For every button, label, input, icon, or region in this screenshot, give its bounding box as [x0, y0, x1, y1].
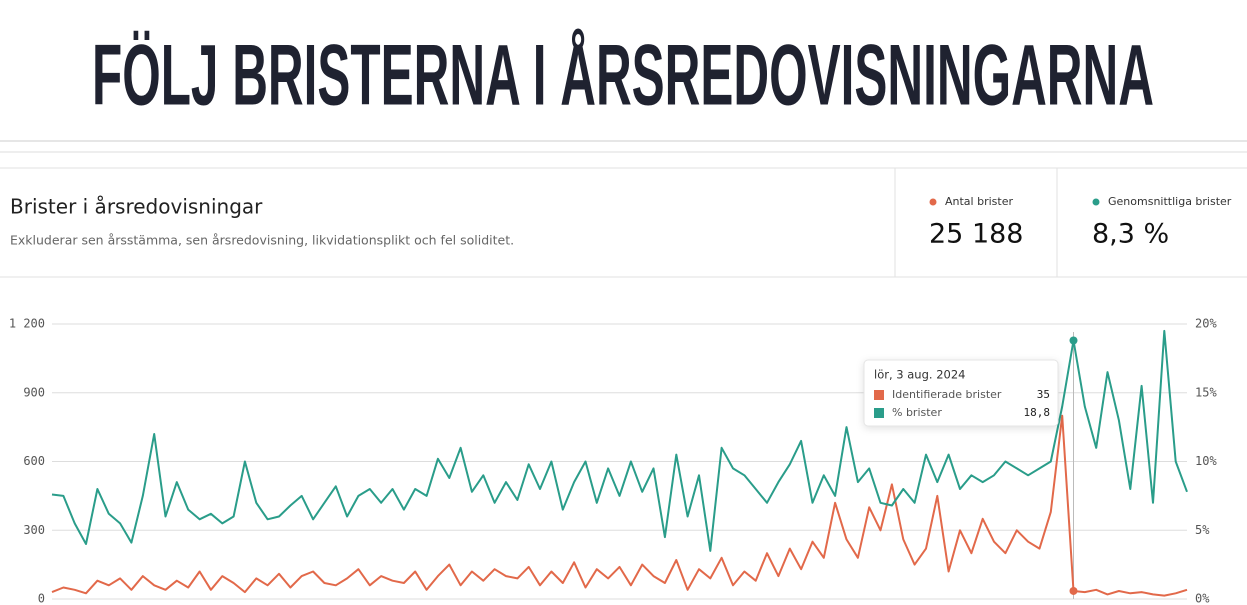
y2-tick-label: 10% — [1195, 454, 1217, 468]
stat-value: 8,3 % — [1092, 219, 1169, 250]
y-tick-label: 900 — [23, 385, 45, 399]
series-line — [51, 414, 1188, 597]
y-tick-label: 0 — [38, 592, 45, 605]
card-subtitle: Exkluderar sen årsstämma, sen årsredovis… — [10, 233, 514, 248]
hover-point — [1069, 586, 1078, 595]
y2-tick-label: 20% — [1195, 317, 1217, 331]
stat-value: 25 188 — [929, 219, 1023, 250]
y-tick-label: 600 — [23, 454, 45, 468]
tooltip-date: lör, 3 aug. 2024 — [874, 368, 965, 382]
series-line — [51, 329, 1188, 552]
tooltip-series-name: % brister — [892, 406, 942, 419]
stat-dot — [1092, 198, 1100, 206]
y2-tick-label: 0% — [1195, 592, 1210, 605]
page-title: FÖLJ BRISTERNA I ÅRSREDOVISNINGARNA — [92, 28, 1154, 124]
y2-tick-label: 15% — [1195, 385, 1217, 399]
y-tick-label: 1 200 — [9, 317, 45, 331]
stat-label: Genomsnittliga brister — [1108, 195, 1232, 208]
stat-label: Antal brister — [945, 195, 1013, 208]
hover-point — [1069, 336, 1078, 345]
tooltip-swatch — [874, 390, 884, 400]
tooltip-value: 18,8 — [1024, 406, 1051, 419]
y2-tick-label: 5% — [1195, 523, 1210, 537]
tooltip-swatch — [874, 408, 884, 418]
card-title: Brister i årsredovisningar — [10, 195, 263, 219]
y-tick-label: 300 — [23, 523, 45, 537]
tooltip-value: 35 — [1037, 388, 1050, 401]
tooltip-series-name: Identifierade brister — [892, 388, 1002, 401]
stat-dot — [929, 198, 937, 206]
tooltip — [863, 359, 1059, 427]
